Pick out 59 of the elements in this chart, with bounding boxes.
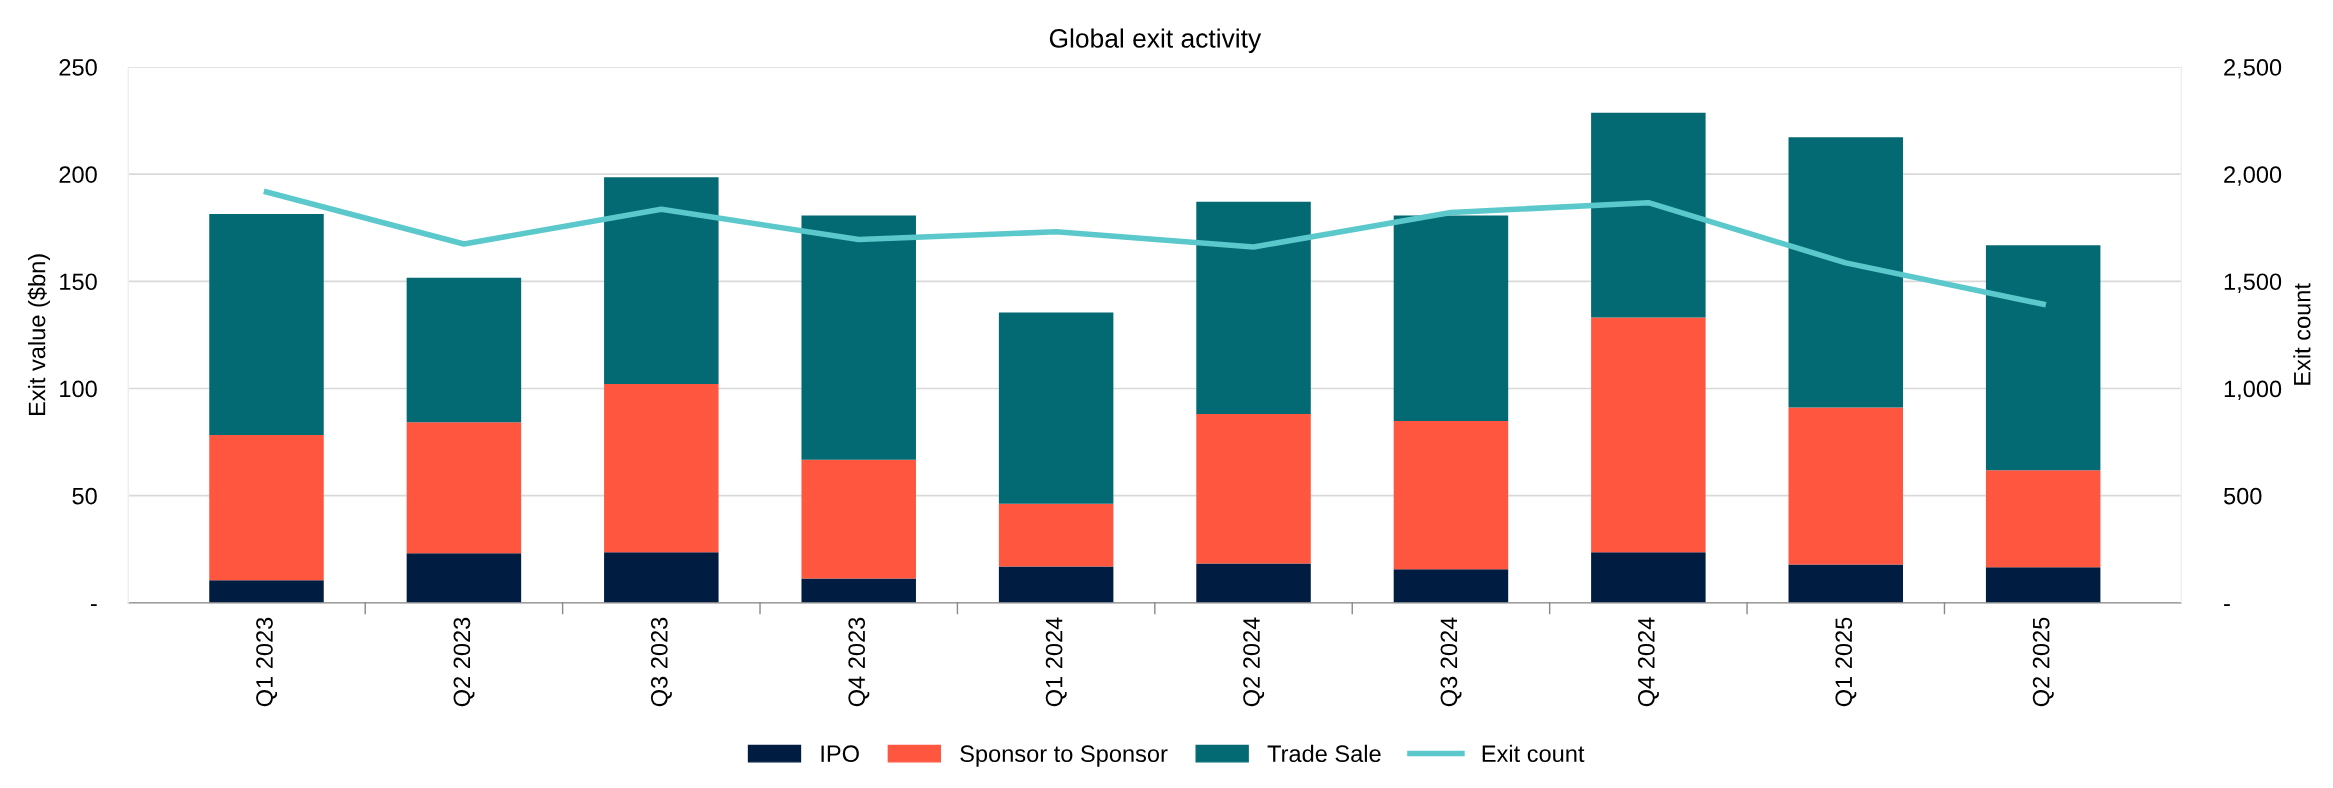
x-tick-label: Q1 2024 <box>1045 617 1067 707</box>
bar <box>998 312 1114 504</box>
y2-tick-label: 500 <box>2223 487 2262 505</box>
bar <box>1985 245 2101 471</box>
y2-tick-label: 1,000 <box>2224 380 2282 401</box>
y-tick-label: 100 <box>60 380 97 398</box>
x-tick-label: Q1 2025 <box>1835 617 1857 707</box>
bar <box>1196 563 1311 603</box>
y2-axis-title: Exit count <box>2293 283 2311 385</box>
bar <box>1196 413 1311 564</box>
y2-tick-label: - <box>2224 604 2230 607</box>
bar <box>1788 564 1904 603</box>
legend-label: Trade Sale <box>1267 744 1381 763</box>
bar <box>1393 421 1509 570</box>
x-tick-label: Q2 2024 <box>1243 617 1265 707</box>
bar <box>1393 215 1509 422</box>
bar <box>1788 407 1904 565</box>
bar <box>209 434 324 581</box>
bar <box>998 503 1114 567</box>
bar <box>1196 201 1311 414</box>
legend-label: IPO <box>821 745 859 763</box>
x-tick-label: Q3 2023 <box>650 617 672 707</box>
y-tick-label: 200 <box>59 166 97 183</box>
bar <box>1591 552 1706 603</box>
bar <box>1985 470 2101 568</box>
y-tick-label: 250 <box>59 59 97 76</box>
y2-tick-label: 2,500 <box>2224 59 2282 79</box>
y-tick-label: 150 <box>60 273 97 291</box>
legend-label: Sponsor to Sponsor <box>960 745 1168 767</box>
bar <box>406 277 522 423</box>
x-tick-label: Q4 2024 <box>1637 617 1659 707</box>
bar <box>209 580 324 603</box>
bar <box>1788 137 1904 408</box>
bar <box>1591 317 1706 553</box>
y-axis-title: Exit value ($bn) <box>27 254 51 415</box>
bar <box>801 459 916 579</box>
y2-tick-label: 2,000 <box>2224 166 2282 186</box>
bar <box>1985 567 2101 603</box>
legend-label: Exit count <box>1482 744 1585 763</box>
y2-tick-label: 1,500 <box>2224 273 2282 293</box>
bar <box>801 215 916 460</box>
x-tick-label: Q2 2025 <box>2032 617 2054 707</box>
bar <box>604 383 719 553</box>
y-tick-label: 50 <box>72 487 97 505</box>
bar <box>604 177 719 384</box>
bar <box>801 578 916 603</box>
x-tick-label: Q3 2024 <box>1440 617 1462 707</box>
chart-title: Global exit activity <box>1049 28 1262 54</box>
bar <box>998 566 1114 603</box>
x-tick-label: Q1 2023 <box>256 617 278 707</box>
bar <box>1591 112 1706 318</box>
x-tick-label: Q2 2023 <box>453 617 475 707</box>
y-tick-label: - <box>90 604 97 607</box>
bar <box>604 552 719 603</box>
bar <box>406 422 522 554</box>
bar <box>1393 569 1509 603</box>
bar <box>209 214 324 435</box>
bar <box>406 553 522 603</box>
x-tick-label: Q4 2023 <box>848 617 870 707</box>
